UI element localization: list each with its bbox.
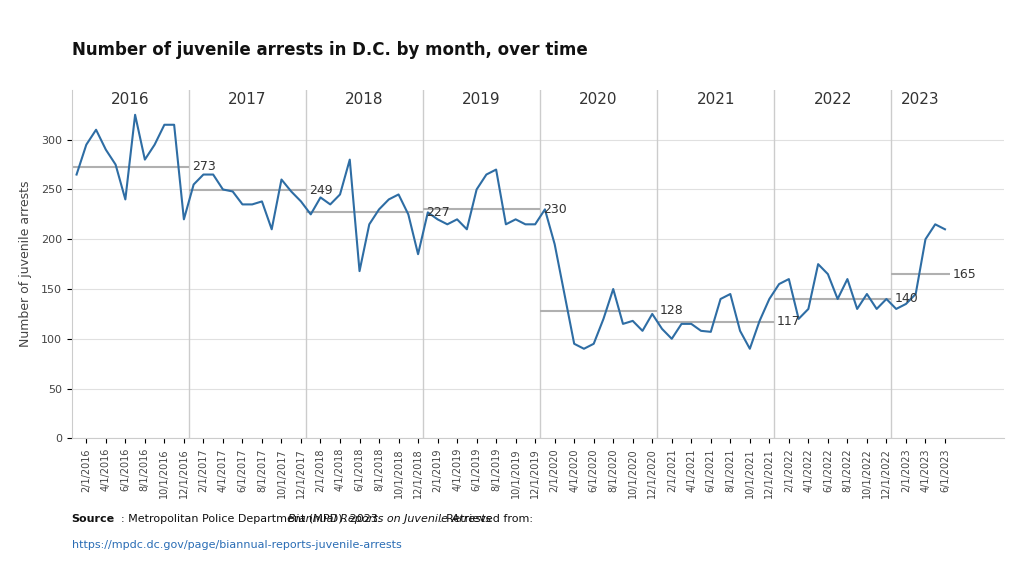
Text: 2018: 2018 [345,92,384,107]
Text: 249: 249 [309,184,333,197]
Text: https://mpdc.dc.gov/page/biannual-reports-juvenile-arrests: https://mpdc.dc.gov/page/biannual-report… [72,540,401,550]
Text: : Metropolitan Police Department (MPD). 2023.: : Metropolitan Police Department (MPD). … [121,514,385,524]
Y-axis label: Number of juvenile arrests: Number of juvenile arrests [19,181,33,347]
Text: Number of juvenile arrests in D.C. by month, over time: Number of juvenile arrests in D.C. by mo… [72,41,588,59]
Text: 2016: 2016 [111,92,150,107]
Text: 140: 140 [894,292,918,306]
Text: . Retrieved from:: . Retrieved from: [439,514,534,524]
Text: Biannual Reports on Juvenile Arrests: Biannual Reports on Juvenile Arrests [288,514,490,524]
Text: 227: 227 [426,206,450,219]
Text: 273: 273 [191,160,215,173]
Text: 2019: 2019 [462,92,501,107]
Text: 2020: 2020 [580,92,617,107]
Text: 128: 128 [660,305,684,318]
Text: 2021: 2021 [696,92,735,107]
Text: 2017: 2017 [228,92,266,107]
Text: 2023: 2023 [901,92,940,107]
Text: 230: 230 [543,203,566,216]
Text: Source: Source [72,514,115,524]
Text: 117: 117 [777,315,801,328]
Text: 2022: 2022 [813,92,852,107]
Text: 165: 165 [952,268,977,280]
